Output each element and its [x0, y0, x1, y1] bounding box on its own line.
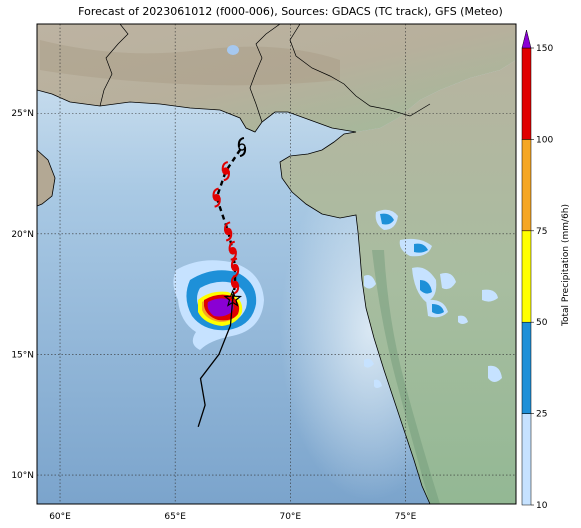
cyclone-eye	[231, 280, 239, 289]
precip-patch-14	[374, 379, 382, 388]
cyclone-track	[197, 137, 247, 428]
cyclone-arm-top	[237, 137, 245, 148]
precip-patch-11	[488, 365, 502, 382]
cyclone-arm-top	[228, 240, 235, 251]
terrain-shading	[40, 40, 340, 86]
precip-patch-4	[414, 243, 428, 253]
precip-patch-12	[364, 275, 376, 289]
lat-tick-label: 25°N	[11, 109, 34, 119]
precip-patch-13	[458, 315, 468, 324]
cyclone-arm-bottom	[225, 231, 233, 242]
cyclone-eye	[222, 167, 230, 175]
cyclone-arm-bottom	[230, 250, 237, 261]
colorbar-segment	[521, 47, 532, 140]
gridlines	[37, 24, 516, 504]
figure-title: Forecast of 2023061012 (f000-006), Sourc…	[78, 5, 503, 18]
lon-tick-label: 65°E	[164, 512, 186, 522]
forecast-track-line	[215, 146, 243, 300]
cyclone-arm-top	[230, 257, 238, 268]
lon-tick-label: 70°E	[279, 512, 301, 522]
current-position-star-icon	[223, 289, 243, 307]
oman-coastline	[37, 149, 56, 207]
lon-tick-label: 75°E	[395, 512, 417, 522]
precip-patch-8	[432, 304, 444, 314]
oman-landmass	[37, 150, 55, 206]
cyclone-arm-bottom	[214, 197, 221, 208]
colorbar-ticks: 10 25 50 75 100 150	[531, 44, 553, 511]
map-area	[37, 24, 516, 504]
precip-patch-10	[482, 289, 498, 302]
map-frame	[36, 23, 517, 505]
colorbar-tick-label: 100	[536, 135, 553, 145]
cyclone-arm-top	[221, 161, 229, 172]
colorbar-label: Total Precipitation (mm/6h)	[561, 204, 571, 327]
precip-patch-6	[420, 280, 432, 294]
cyclone-eye	[212, 193, 221, 202]
cyclone-symbol-icon	[228, 240, 237, 261]
latitude-labels: 25°N 20°N 15°N 10°N	[11, 109, 34, 481]
lat-tick-label: 10°N	[11, 471, 34, 481]
lake	[227, 45, 239, 55]
cyclone-arm-bottom	[232, 267, 240, 278]
precip-patch-2	[380, 213, 394, 225]
cyclone-symbol-icon	[212, 187, 221, 208]
lon-tick-label: 60°E	[49, 512, 71, 522]
colorbar-tick-label: 75	[536, 227, 547, 237]
longitude-labels: 60°E 65°E 70°E 75°E	[49, 512, 416, 522]
colorbar-segment	[521, 413, 532, 506]
india-landmass	[280, 60, 516, 504]
border-india-nepal	[289, 24, 431, 117]
pakistan-iran-landmass	[37, 24, 516, 132]
precip-patch-9	[440, 273, 456, 290]
colorbar-extend-triangle	[521, 29, 532, 49]
cyclone-arm-top	[223, 221, 231, 232]
coastline	[37, 89, 431, 504]
cyclone-symbol-icon	[230, 257, 240, 278]
past-track-line	[197, 298, 234, 428]
precip-over-150	[207, 298, 234, 317]
lat-tick-label: 15°N	[11, 350, 34, 360]
cyclone-eye	[224, 227, 232, 236]
cyclone-arm-top	[212, 187, 219, 198]
colorbar: 10 25 50 75 100 150 Total Precipitation (mm/6…	[521, 29, 571, 511]
colorbar-segment	[521, 230, 532, 323]
colorbar-segments	[521, 29, 532, 506]
border-pakistan-india	[249, 24, 281, 123]
cyclone-eye	[231, 263, 239, 272]
colorbar-segment	[521, 139, 532, 232]
colorbar-tick-label: 50	[536, 318, 548, 328]
colorbar-tick-label: 150	[536, 44, 553, 54]
cyclone-arm-bottom	[223, 171, 230, 182]
western-ghats	[372, 250, 440, 504]
precip-patch-15	[364, 358, 374, 368]
cyclone-symbol-icon	[237, 137, 247, 158]
colorbar-tick-label: 10	[536, 501, 548, 511]
lat-tick-label: 20°N	[11, 230, 34, 240]
colorbar-segment	[521, 321, 532, 414]
cyclone-eye	[229, 247, 237, 255]
cyclone-arm-bottom	[239, 146, 247, 158]
cyclone-symbol-icon	[223, 221, 233, 242]
cyclone-symbol-icon	[221, 161, 230, 182]
border-iran-pakistan	[99, 24, 129, 107]
colorbar-tick-label: 25	[536, 410, 547, 420]
